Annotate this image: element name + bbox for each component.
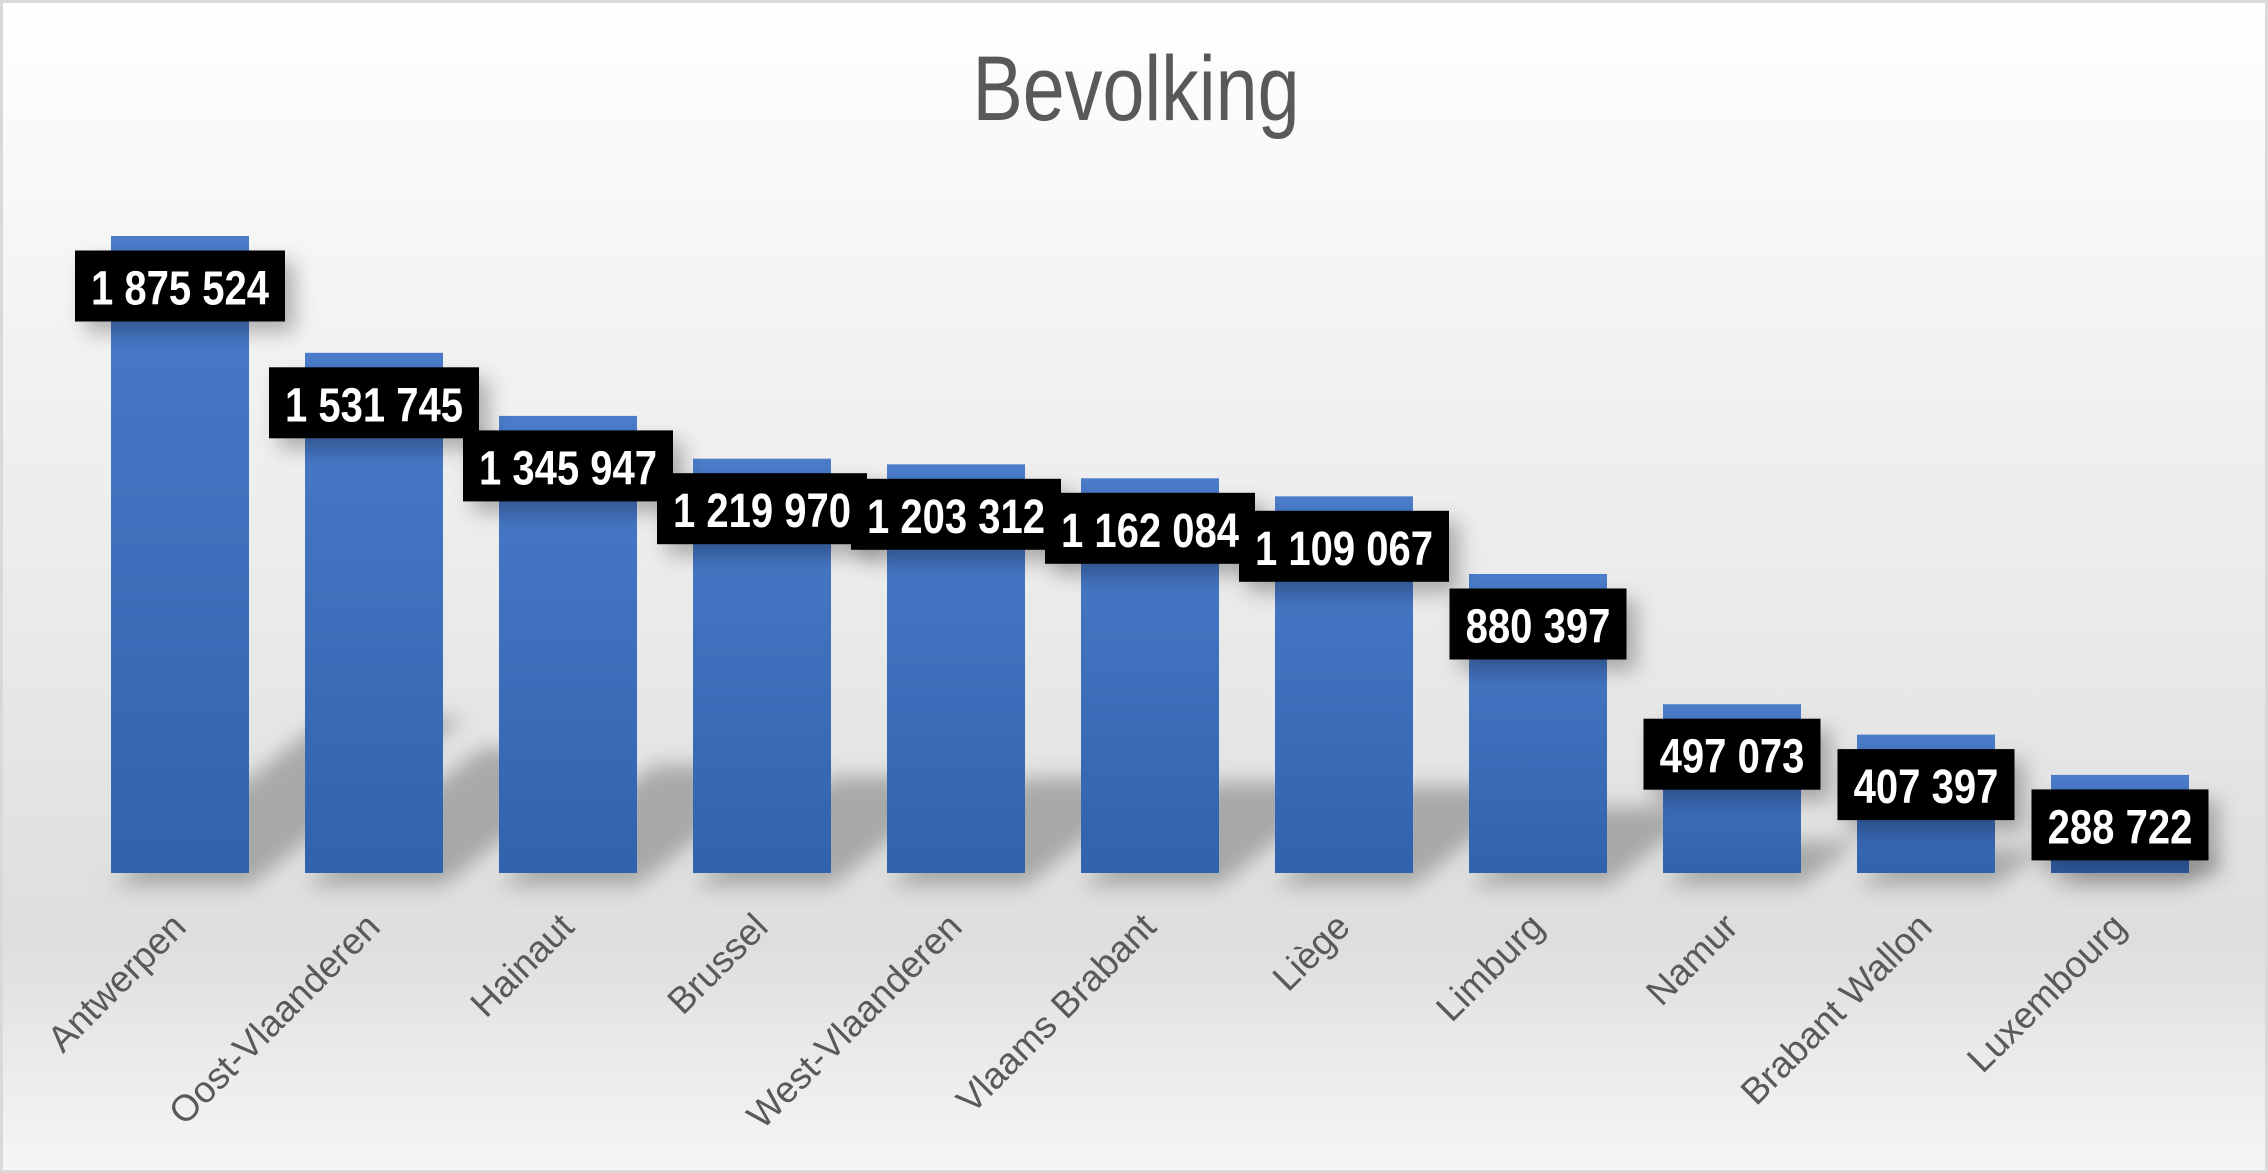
svg-text:1 219 970: 1 219 970	[673, 485, 851, 538]
svg-text:1 162 084: 1 162 084	[1061, 504, 1239, 557]
svg-text:288 722: 288 722	[2048, 801, 2193, 854]
svg-text:1 875 524: 1 875 524	[91, 262, 269, 315]
svg-text:407 397: 407 397	[1854, 761, 1999, 814]
svg-text:Bevolking: Bevolking	[972, 37, 1299, 140]
svg-text:1 109 067: 1 109 067	[1255, 522, 1433, 575]
svg-text:1 531 745: 1 531 745	[285, 379, 463, 432]
svg-text:880 397: 880 397	[1466, 600, 1611, 653]
svg-text:1 203 312: 1 203 312	[867, 490, 1045, 543]
svg-text:497 073: 497 073	[1660, 730, 1805, 783]
svg-text:1 345 947: 1 345 947	[479, 442, 657, 495]
